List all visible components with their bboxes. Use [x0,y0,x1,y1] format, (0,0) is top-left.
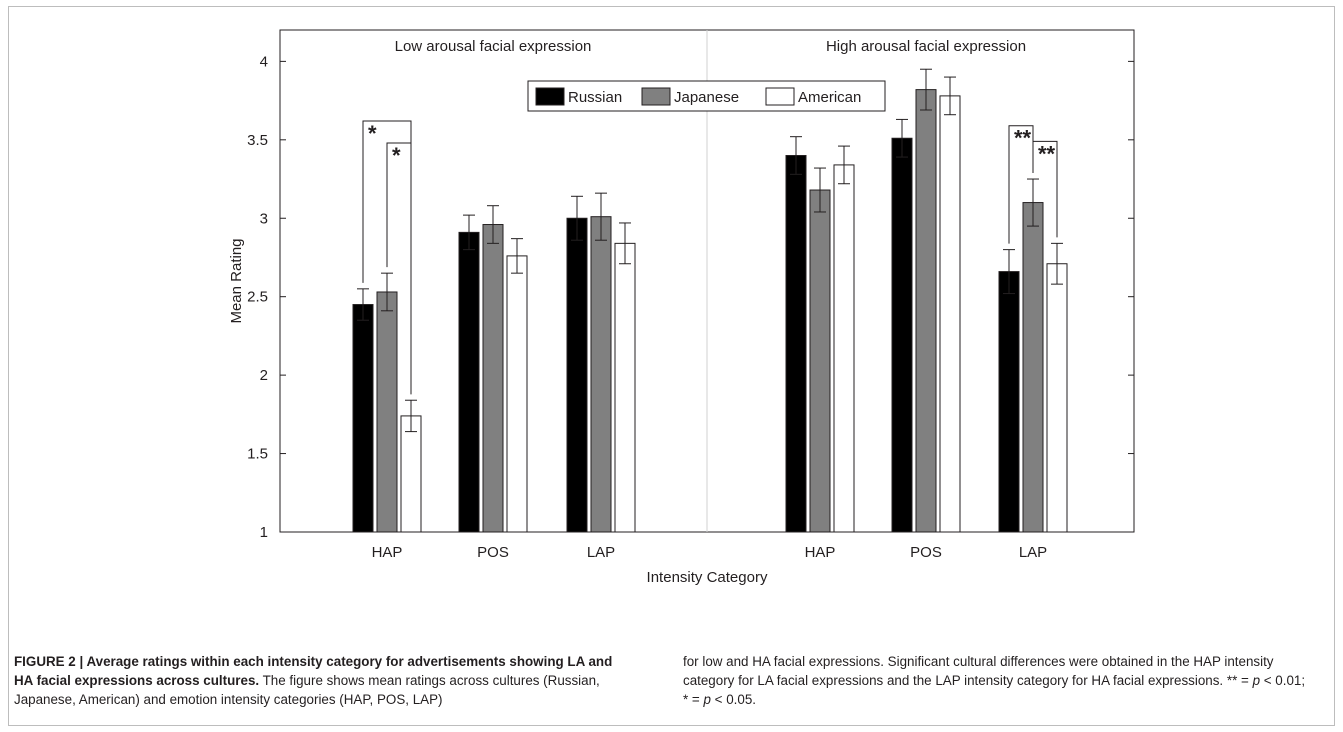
caption-note-double: ** = p < 0.01; [1226,673,1306,688]
x-tick-label: POS [910,544,942,561]
bar [400,415,422,533]
bar [566,217,588,533]
significance-marker: * [392,143,401,168]
bar [833,164,855,533]
bar [891,137,913,533]
y-tick-label: 3.5 [247,132,268,149]
bar [352,304,374,533]
legend-swatch [535,87,565,106]
significance-marker: ** [1014,126,1032,151]
panel-title: Low arousal facial expression [395,38,592,55]
significance-bracket [1032,140,1058,238]
y-tick-label: 2.5 [247,289,268,306]
figure-frame [8,6,1335,726]
x-tick-label: HAP [372,544,403,561]
bar [998,271,1020,533]
bar [590,216,612,533]
bar [506,255,528,533]
bar [482,224,504,533]
significance-marker: * [368,121,377,146]
bar [939,95,961,533]
bar [785,155,807,533]
significance-marker: ** [1038,141,1056,166]
y-tick-label: 3 [260,210,268,227]
caption-title: FIGURE 2 | Average ratings within each i… [14,654,613,688]
y-tick-label: 4 [260,53,268,70]
bar-chart: 1 1.5 2 2.5 3 3.5 4 Mean Rating Intensity Catego… [228,29,1135,586]
legend-label: American [798,89,861,106]
y-axis-label: Mean Rating [228,238,245,323]
y-tick-label: 1 [260,524,268,541]
x-tick-label: HAP [805,544,836,561]
caption-note-single: * = p < 0.05. [683,692,756,707]
x-tick-label: LAP [587,544,615,561]
x-tick-label: LAP [1019,544,1047,561]
bar [1022,202,1044,533]
bar [458,231,480,533]
significance-bracket [386,142,412,395]
legend-label: Japanese [674,89,739,106]
legend-swatch [641,87,671,106]
figure-caption-right: for low and HA facial expressions. Signi… [683,652,1323,709]
x-axis-label: Intensity Category [647,569,768,586]
y-tick-label: 2 [260,367,268,384]
caption-body-left: The figure shows mean ratings across cul… [14,673,600,707]
bar [376,291,398,533]
figure-caption-left: FIGURE 2 | Average ratings within each i… [14,652,616,709]
legend-box [527,80,886,112]
legend-label: Russian [568,89,622,106]
x-tick-label: POS [477,544,509,561]
bar [614,242,636,533]
panel-title: High arousal facial expression [826,38,1026,55]
y-tick-label: 1.5 [247,446,268,463]
bar [915,89,937,533]
caption-body-right: for low and HA facial expressions. Signi… [683,654,1274,688]
bar [809,189,831,533]
legend-swatch [765,87,795,106]
bar [1046,263,1068,533]
